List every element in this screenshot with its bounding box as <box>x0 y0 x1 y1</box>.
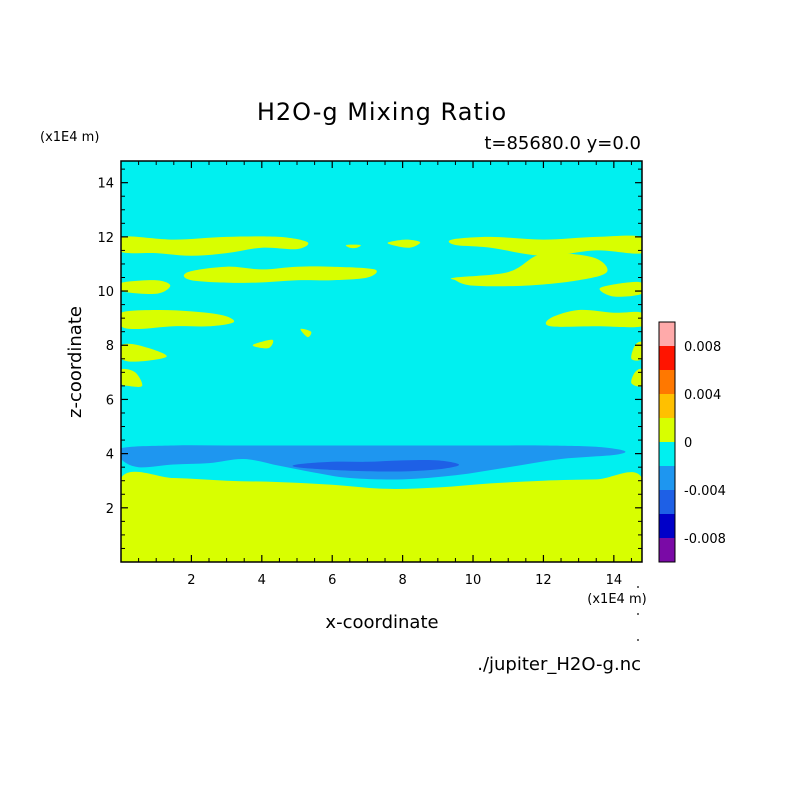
colorbar-tick-label: 0 <box>684 436 692 451</box>
contour-region-15 <box>252 339 274 349</box>
stray-marks <box>637 586 639 641</box>
contour-region-5 <box>448 235 642 256</box>
x-tick-label: 12 <box>535 573 552 588</box>
contour-region-7 <box>345 244 361 249</box>
x-tick-label: 6 <box>328 573 336 588</box>
colorbar-tick-label: 0.004 <box>684 388 721 403</box>
y-tick-label: 2 <box>106 502 114 517</box>
contour-region-3 <box>292 460 460 472</box>
y-tick-label: 10 <box>97 285 114 300</box>
y-axis-label: z-coordinate <box>65 306 86 418</box>
contour-region-17 <box>631 341 642 361</box>
contour-region-8 <box>183 266 377 283</box>
y-tick-label: 4 <box>106 448 114 463</box>
contour-region-14 <box>300 328 312 338</box>
contour-region-10 <box>121 280 171 295</box>
source-file-label: ./jupiter_H2O-g.nc <box>477 654 641 675</box>
plot-area: 2 4 6 8 10 12 14 2 4 6 8 10 12 14 <box>97 160 643 588</box>
colorbar: 0.008 0.004 0 -0.004 -0.008 <box>658 321 726 563</box>
colorbar-segment <box>659 394 675 418</box>
chart-subtitle: t=85680.0 y=0.0 <box>484 133 641 154</box>
y-tick-label: 6 <box>106 393 114 408</box>
contour-region-18 <box>121 368 143 387</box>
colorbar-segment <box>659 442 675 466</box>
colorbar-tick-label: -0.008 <box>684 532 726 547</box>
contour-region-1 <box>121 471 642 562</box>
y-tick-label: 8 <box>106 339 114 354</box>
plot-frame <box>120 160 643 563</box>
colorbar-segment <box>659 418 675 442</box>
x-tick-label: 4 <box>258 573 266 588</box>
contour-region-13 <box>545 309 642 328</box>
x-tick-label: 8 <box>398 573 406 588</box>
contour-region-19 <box>631 368 642 387</box>
x-axis-label: x-coordinate <box>325 612 438 633</box>
contour-region-16 <box>121 343 167 362</box>
y-axis-ticks: 2 4 6 8 10 12 14 <box>97 168 642 549</box>
colorbar-frame <box>658 321 676 563</box>
colorbar-segment <box>659 490 675 514</box>
contour-region-11 <box>599 281 642 297</box>
colorbar-segment <box>659 370 675 394</box>
colorbar-segment <box>659 346 675 370</box>
contour-regions <box>121 235 642 562</box>
x-tick-label: 14 <box>606 573 623 588</box>
x-axis-unit: (x1E4 m) <box>587 592 646 607</box>
colorbar-tick-label: -0.004 <box>684 484 726 499</box>
y-tick-label: 12 <box>97 231 114 246</box>
x-tick-label: 10 <box>465 573 482 588</box>
contour-region-4 <box>121 236 309 256</box>
contour-region-12 <box>121 309 235 329</box>
colorbar-tick-label: 0.008 <box>684 340 721 355</box>
colorbar-segment <box>659 322 675 346</box>
colorbar-segment <box>659 538 675 562</box>
chart-title: H2O-g Mixing Ratio <box>257 98 507 126</box>
x-axis-ticks: 2 4 6 8 10 12 14 <box>138 161 632 588</box>
contour-region-9 <box>450 252 608 287</box>
colorbar-segment <box>659 466 675 490</box>
x-tick-label: 2 <box>187 573 195 588</box>
contour-region-6 <box>387 239 421 248</box>
y-axis-unit: (x1E4 m) <box>40 130 99 145</box>
colorbar-segment <box>659 514 675 538</box>
y-tick-label: 14 <box>97 177 114 192</box>
